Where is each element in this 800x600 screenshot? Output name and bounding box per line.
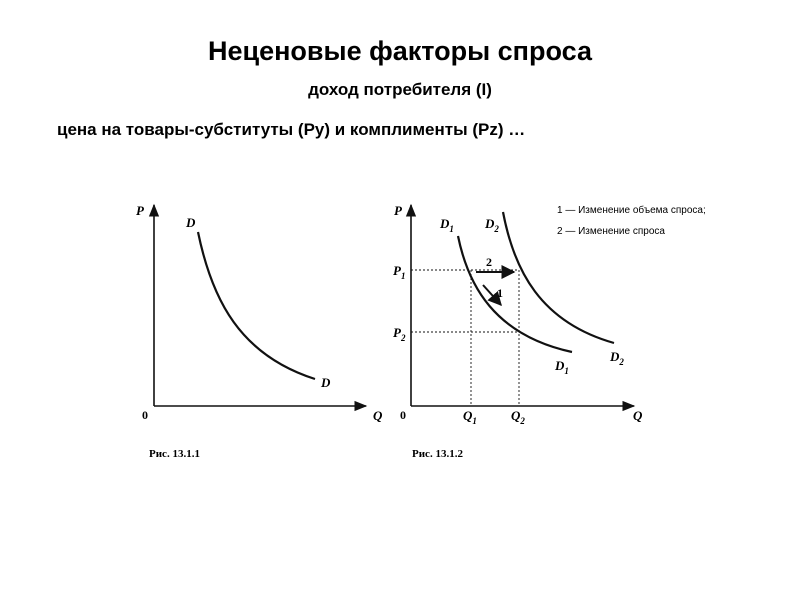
- chart-1-series-d: [196, 231, 316, 381]
- chart-1-y-label: P: [136, 203, 145, 218]
- chart-2-arrow-1-label: 1: [497, 286, 503, 300]
- chart-2-origin: 0: [400, 408, 406, 422]
- chart-2-x-tick-q2: Q2: [511, 408, 525, 426]
- chart-1-series-d-label: D: [185, 215, 196, 230]
- chart-2: P Q 0 P1 P2 Q1 Q2 D1 D2 D1 D2 2 1 1 — Из…: [393, 203, 706, 460]
- chart-2-series-d2-label: D2: [484, 216, 499, 234]
- chart-2-arrow-2-label: 2: [486, 255, 492, 269]
- chart-2-x-tick-q1: Q1: [463, 408, 477, 426]
- chart-2-series-d1-label: D1: [439, 216, 454, 234]
- chart-1: P Q 0 D D Рис. 13.1.1: [136, 203, 383, 460]
- chart-2-legend-item-2: 2 — Изменение спроса: [557, 226, 665, 237]
- chart-2-y-tick-p2: P2: [393, 325, 406, 343]
- chart-1-x-label: Q: [373, 408, 383, 423]
- chart-2-series-d2: [501, 211, 615, 345]
- chart-2-y-tick-p1: P1: [393, 263, 405, 281]
- chart-2-x-label: Q: [633, 408, 643, 423]
- chart-2-legend-item-1: 1 — Изменение объема спроса;: [557, 204, 706, 216]
- chart-1-origin: 0: [142, 408, 148, 422]
- chart-2-series-d1-end-label: D1: [554, 358, 569, 376]
- chart-2-arrow-movement-along: [482, 284, 502, 307]
- slide-subtitle: доход потребителя (I): [308, 80, 492, 99]
- chart-2-y-label: P: [394, 203, 403, 218]
- chart-2-series-d2-end-label: D2: [609, 349, 624, 367]
- slide-subtitle-2: цена на товары-субституты (Py) и комплим…: [57, 120, 526, 139]
- chart-1-series-d-end-label: D: [320, 375, 331, 390]
- chart-1-caption: Рис. 13.1.1: [149, 448, 200, 460]
- slide-title: Неценовые факторы спроса: [208, 36, 592, 66]
- chart-2-caption: Рис. 13.1.2: [412, 448, 463, 460]
